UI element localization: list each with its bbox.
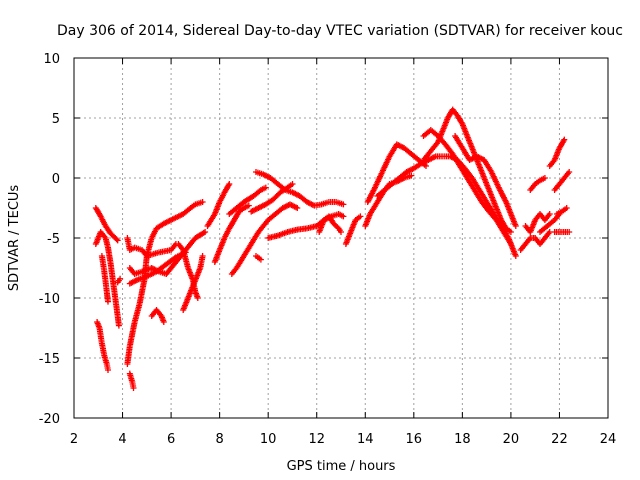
y-tick-label: 10 <box>43 52 60 67</box>
plus-markers <box>124 235 179 259</box>
y-axis-label: SDTVAR / TECUs <box>7 185 22 292</box>
x-tick-label: 22 <box>551 432 568 447</box>
x-tick-label: 16 <box>406 432 423 447</box>
plus-markers <box>342 213 364 247</box>
grid <box>74 58 608 418</box>
x-tick-label: 8 <box>215 432 223 447</box>
series-track-4 <box>94 319 111 373</box>
plus-markers <box>527 175 548 193</box>
series-track-3 <box>98 253 111 305</box>
x-tick-label: 14 <box>357 432 374 447</box>
series-track-8 <box>124 235 179 259</box>
series-track-15 <box>204 181 233 229</box>
series-track-38 <box>554 205 570 217</box>
series-track-6 <box>126 370 137 391</box>
x-tick-label: 12 <box>308 432 325 447</box>
series-track-32 <box>522 211 553 235</box>
series-track-30 <box>452 133 519 229</box>
plus-markers <box>546 136 568 169</box>
series-track-26 <box>364 141 429 205</box>
x-tick-label: 10 <box>260 432 277 447</box>
series-track-7 <box>124 199 206 367</box>
plus-markers <box>452 133 519 229</box>
x-tick-label: 6 <box>167 432 175 447</box>
y-tick-label: 5 <box>52 112 60 127</box>
plus-markers <box>94 319 111 373</box>
series-track-14 <box>175 241 201 301</box>
plus-markers <box>211 202 252 265</box>
series-track-20 <box>253 253 264 263</box>
plus-markers <box>175 241 201 301</box>
series-track-29 <box>420 127 514 247</box>
plus-markers <box>517 229 553 253</box>
plus-markers <box>522 211 553 235</box>
series-track-11 <box>148 307 167 325</box>
series-track-31 <box>517 229 553 253</box>
plus-markers <box>420 127 514 247</box>
plus-markers <box>253 253 264 263</box>
plus-markers <box>98 253 111 305</box>
series-track-24 <box>342 213 364 247</box>
plus-markers <box>228 201 301 277</box>
series-track-37 <box>551 169 573 193</box>
plus-markers <box>163 229 209 277</box>
plus-markers <box>316 213 344 235</box>
plus-markers <box>204 181 233 229</box>
series-track-16 <box>211 202 252 265</box>
plus-markers <box>364 141 429 205</box>
y-tick-label: -20 <box>39 412 60 427</box>
plus-markers <box>92 205 121 244</box>
y-tick-label: -10 <box>39 292 60 307</box>
x-tick-label: 24 <box>600 432 617 447</box>
series-track-21 <box>253 169 347 209</box>
series-track-35 <box>551 229 573 235</box>
y-tick-label: 0 <box>52 172 60 187</box>
plus-markers <box>551 229 573 235</box>
series-track-1 <box>92 205 121 244</box>
plus-markers <box>226 184 269 217</box>
plus-markers <box>148 307 167 325</box>
x-axis-label: GPS time / hours <box>287 459 396 474</box>
plus-markers <box>114 275 124 286</box>
x-tick-label: 2 <box>70 432 78 447</box>
series-track-12 <box>163 229 209 277</box>
x-tick-label: 18 <box>454 432 471 447</box>
series-track-2 <box>92 229 122 329</box>
series-track-5 <box>114 275 124 286</box>
series-track-36 <box>546 136 568 169</box>
chart-title: Day 306 of 2014, Sidereal Day-to-day VTE… <box>57 23 623 39</box>
x-tick-label: 20 <box>503 432 520 447</box>
x-tick-label: 4 <box>118 432 126 447</box>
series-track-18 <box>228 201 301 277</box>
series-track-17 <box>226 184 269 217</box>
plus-markers <box>92 229 122 329</box>
data-points <box>92 106 573 391</box>
plus-markers <box>253 169 347 209</box>
series-track-33 <box>527 175 548 193</box>
y-tick-label: -5 <box>47 232 60 247</box>
plus-markers <box>554 205 570 217</box>
series-track-23 <box>316 213 344 235</box>
plus-markers <box>551 169 573 193</box>
plus-markers <box>124 199 206 367</box>
y-tick-label: -15 <box>39 352 60 367</box>
plus-markers <box>126 370 137 391</box>
